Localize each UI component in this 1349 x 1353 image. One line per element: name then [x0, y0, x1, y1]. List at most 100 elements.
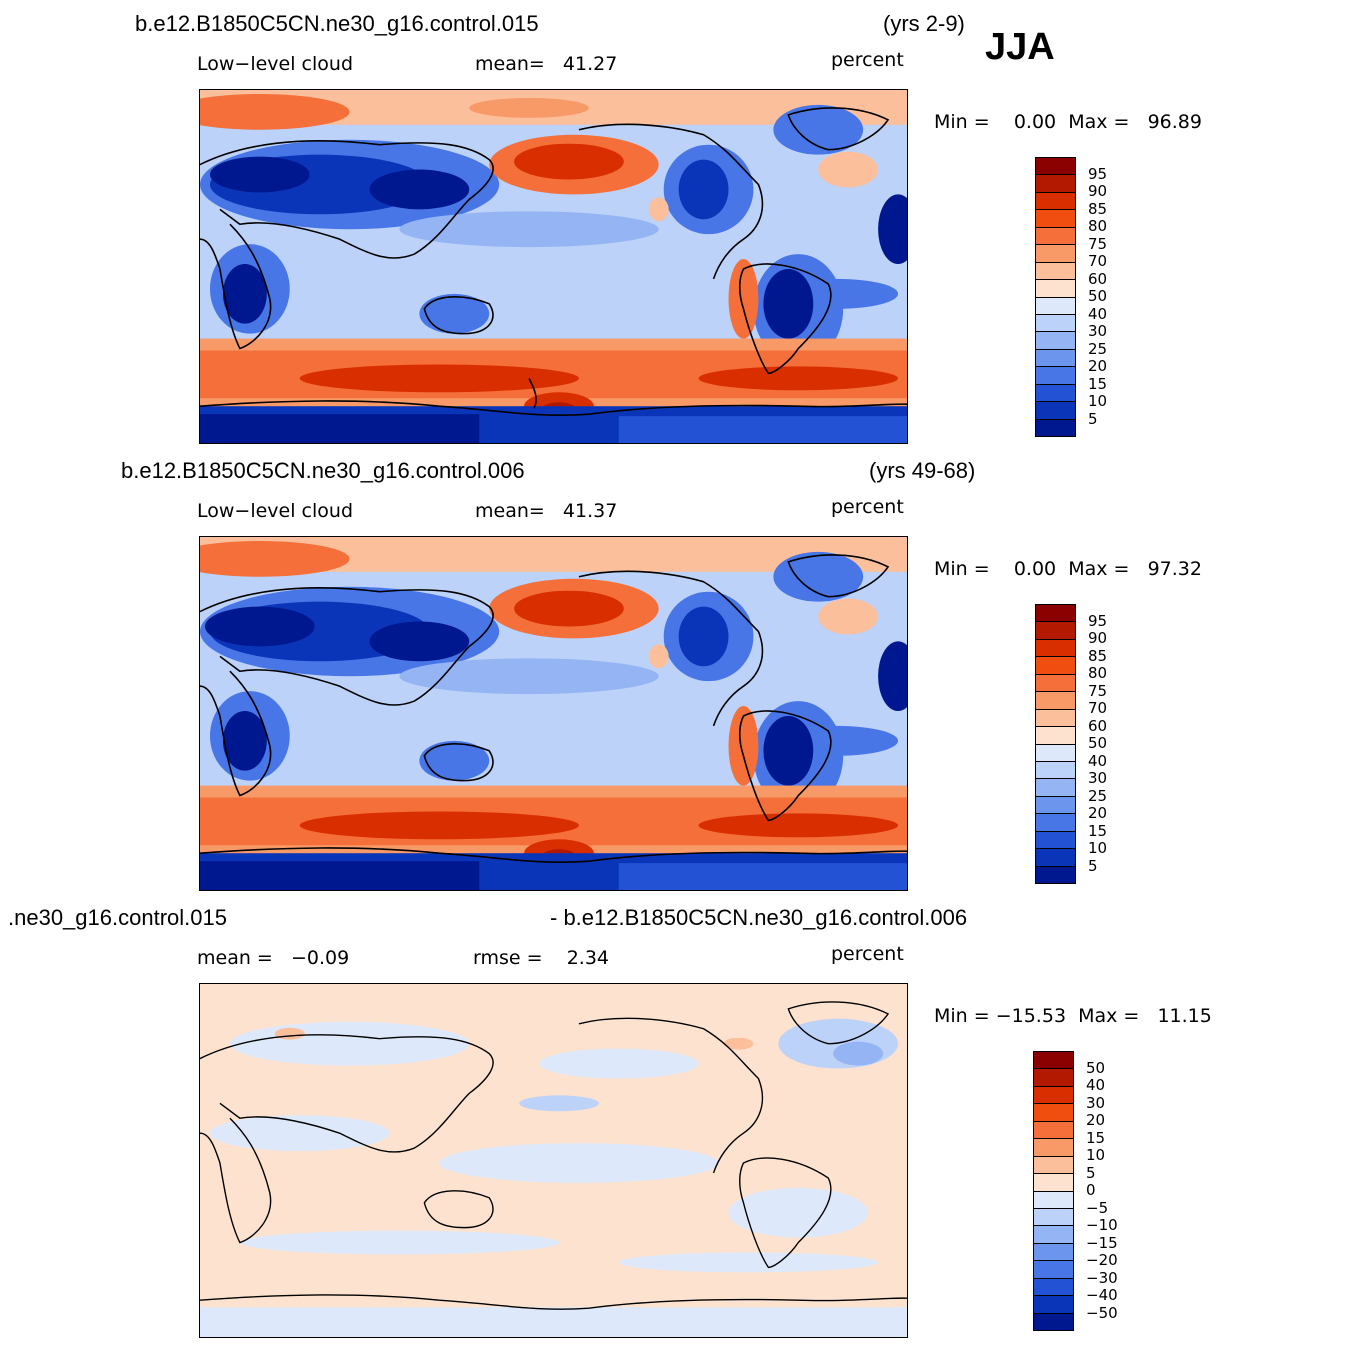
colorbar-tick-label: 30	[1088, 322, 1108, 340]
colorbar-swatch	[1036, 419, 1075, 436]
colorbar-tick-label: 90	[1088, 629, 1108, 647]
colorbar-swatch	[1036, 727, 1075, 745]
colorbar-tick-label: 0	[1086, 1181, 1096, 1199]
colorbar-swatch	[1034, 1104, 1073, 1122]
panel1-years: (yrs 2-9)	[883, 11, 965, 36]
colorbar-tick-label: 10	[1086, 1146, 1106, 1164]
panel3-map	[199, 983, 908, 1338]
colorbar-swatch	[1036, 245, 1075, 263]
colorbar-swatch	[1036, 849, 1075, 867]
colorbar-swatch	[1036, 674, 1075, 693]
panel2-colorbar	[1035, 604, 1076, 884]
colorbar-tick-label: 40	[1088, 304, 1108, 323]
colorbar-swatch	[1036, 384, 1075, 403]
colorbar-tick-label: 85	[1088, 646, 1108, 665]
colorbar-tick-label: 50	[1088, 734, 1108, 752]
colorbar-tick-label: 5	[1088, 856, 1098, 875]
colorbar-tick-label: 15	[1088, 374, 1108, 393]
panel1-mean: mean= 41.27	[475, 53, 618, 75]
colorbar-swatch	[1034, 1313, 1073, 1330]
panel1-colorbar	[1035, 157, 1076, 437]
colorbar-swatch	[1034, 1208, 1073, 1227]
colorbar-swatch	[1036, 814, 1075, 832]
colorbar-swatch	[1036, 314, 1075, 333]
colorbar-swatch	[1036, 367, 1075, 385]
colorbar-swatch	[1036, 831, 1075, 850]
colorbar-swatch	[1034, 1191, 1073, 1209]
panel3-colorbar	[1033, 1051, 1074, 1331]
panel1-minmax: Min = 0.00 Max = 96.89	[934, 111, 1202, 133]
colorbar-tick-label: 75	[1088, 234, 1108, 253]
colorbar-swatch	[1034, 1174, 1073, 1192]
colorbar-swatch	[1036, 175, 1075, 193]
colorbar-tick-label: 15	[1086, 1128, 1106, 1147]
panel2-minmax: Min = 0.00 Max = 97.32	[934, 558, 1202, 580]
colorbar-swatch	[1034, 1121, 1073, 1140]
season-label: JJA	[985, 26, 1055, 68]
colorbar-tick-label: −40	[1086, 1286, 1118, 1304]
panel1-variable: Low−level cloud	[197, 53, 354, 75]
colorbar-swatch	[1036, 332, 1075, 350]
colorbar-swatch	[1036, 744, 1075, 762]
colorbar-swatch	[1036, 779, 1075, 797]
panel2-variable: Low−level cloud	[197, 500, 354, 522]
colorbar-tick-label: −10	[1086, 1216, 1118, 1234]
colorbar-tick-label: 30	[1086, 1093, 1106, 1112]
colorbar-tick-label: 60	[1088, 269, 1108, 288]
colorbar-tick-label: 40	[1086, 1076, 1106, 1094]
colorbar-swatch	[1036, 192, 1075, 211]
colorbar-swatch	[1034, 1086, 1073, 1105]
colorbar-swatch	[1034, 1156, 1073, 1175]
colorbar-swatch	[1036, 349, 1075, 368]
colorbar-tick-label: 10	[1088, 839, 1108, 857]
colorbar-swatch	[1036, 639, 1075, 658]
colorbar-tick-label: 85	[1088, 199, 1108, 218]
colorbar-swatch	[1036, 866, 1075, 883]
colorbar-swatch	[1036, 227, 1075, 246]
colorbar-tick-label: 95	[1088, 611, 1108, 630]
colorbar-swatch	[1036, 262, 1075, 281]
colorbar-tick-label: 80	[1088, 217, 1108, 235]
colorbar-tick-label: 15	[1088, 821, 1108, 840]
colorbar-tick-label: 5	[1086, 1163, 1096, 1182]
colorbar-tick-label: 25	[1088, 786, 1108, 805]
colorbar-swatch	[1036, 297, 1075, 315]
colorbar-tick-label: 90	[1088, 182, 1108, 200]
colorbar-tick-label: −15	[1086, 1233, 1118, 1252]
panel3-case-title-2: - b.e12.B1850C5CN.ne30_g16.control.006	[550, 905, 968, 930]
colorbar-swatch	[1034, 1261, 1073, 1279]
panel2-mean: mean= 41.37	[475, 500, 618, 522]
colorbar-swatch	[1036, 158, 1075, 176]
colorbar-swatch	[1036, 210, 1075, 228]
colorbar-tick-label: 80	[1088, 664, 1108, 682]
colorbar-tick-label: 50	[1086, 1058, 1106, 1077]
colorbar-tick-label: 20	[1088, 357, 1108, 375]
colorbar-swatch	[1034, 1296, 1073, 1314]
colorbar-tick-label: 50	[1088, 287, 1108, 305]
colorbar-swatch	[1036, 605, 1075, 623]
colorbar-swatch	[1034, 1139, 1073, 1157]
panel3-case-title: .ne30_g16.control.015	[8, 905, 227, 930]
panel3-mean: mean = −0.09	[197, 947, 350, 969]
panel2-years: (yrs 49-68)	[869, 458, 976, 483]
colorbar-tick-label: 70	[1088, 699, 1108, 717]
colorbar-tick-label: 25	[1088, 339, 1108, 358]
colorbar-tick-label: 40	[1088, 751, 1108, 770]
colorbar-tick-label: −30	[1086, 1268, 1118, 1287]
colorbar-swatch	[1036, 692, 1075, 710]
colorbar-tick-label: −50	[1086, 1303, 1118, 1322]
colorbar-tick-label: 5	[1088, 409, 1098, 428]
colorbar-tick-label: 10	[1088, 392, 1108, 410]
colorbar-swatch	[1034, 1278, 1073, 1297]
colorbar-swatch	[1034, 1069, 1073, 1087]
colorbar-tick-label: 95	[1088, 164, 1108, 183]
colorbar-tick-label: 75	[1088, 681, 1108, 700]
colorbar-tick-label: −20	[1086, 1251, 1118, 1269]
panel2-units: percent	[831, 496, 904, 518]
panel3-rmse: rmse = 2.34	[473, 947, 609, 969]
colorbar-swatch	[1036, 280, 1075, 298]
colorbar-swatch	[1034, 1243, 1073, 1262]
panel1-case-title: b.e12.B1850C5CN.ne30_g16.control.015	[135, 11, 539, 36]
colorbar-tick-label: −5	[1086, 1198, 1109, 1217]
colorbar-tick-label: 60	[1088, 716, 1108, 735]
